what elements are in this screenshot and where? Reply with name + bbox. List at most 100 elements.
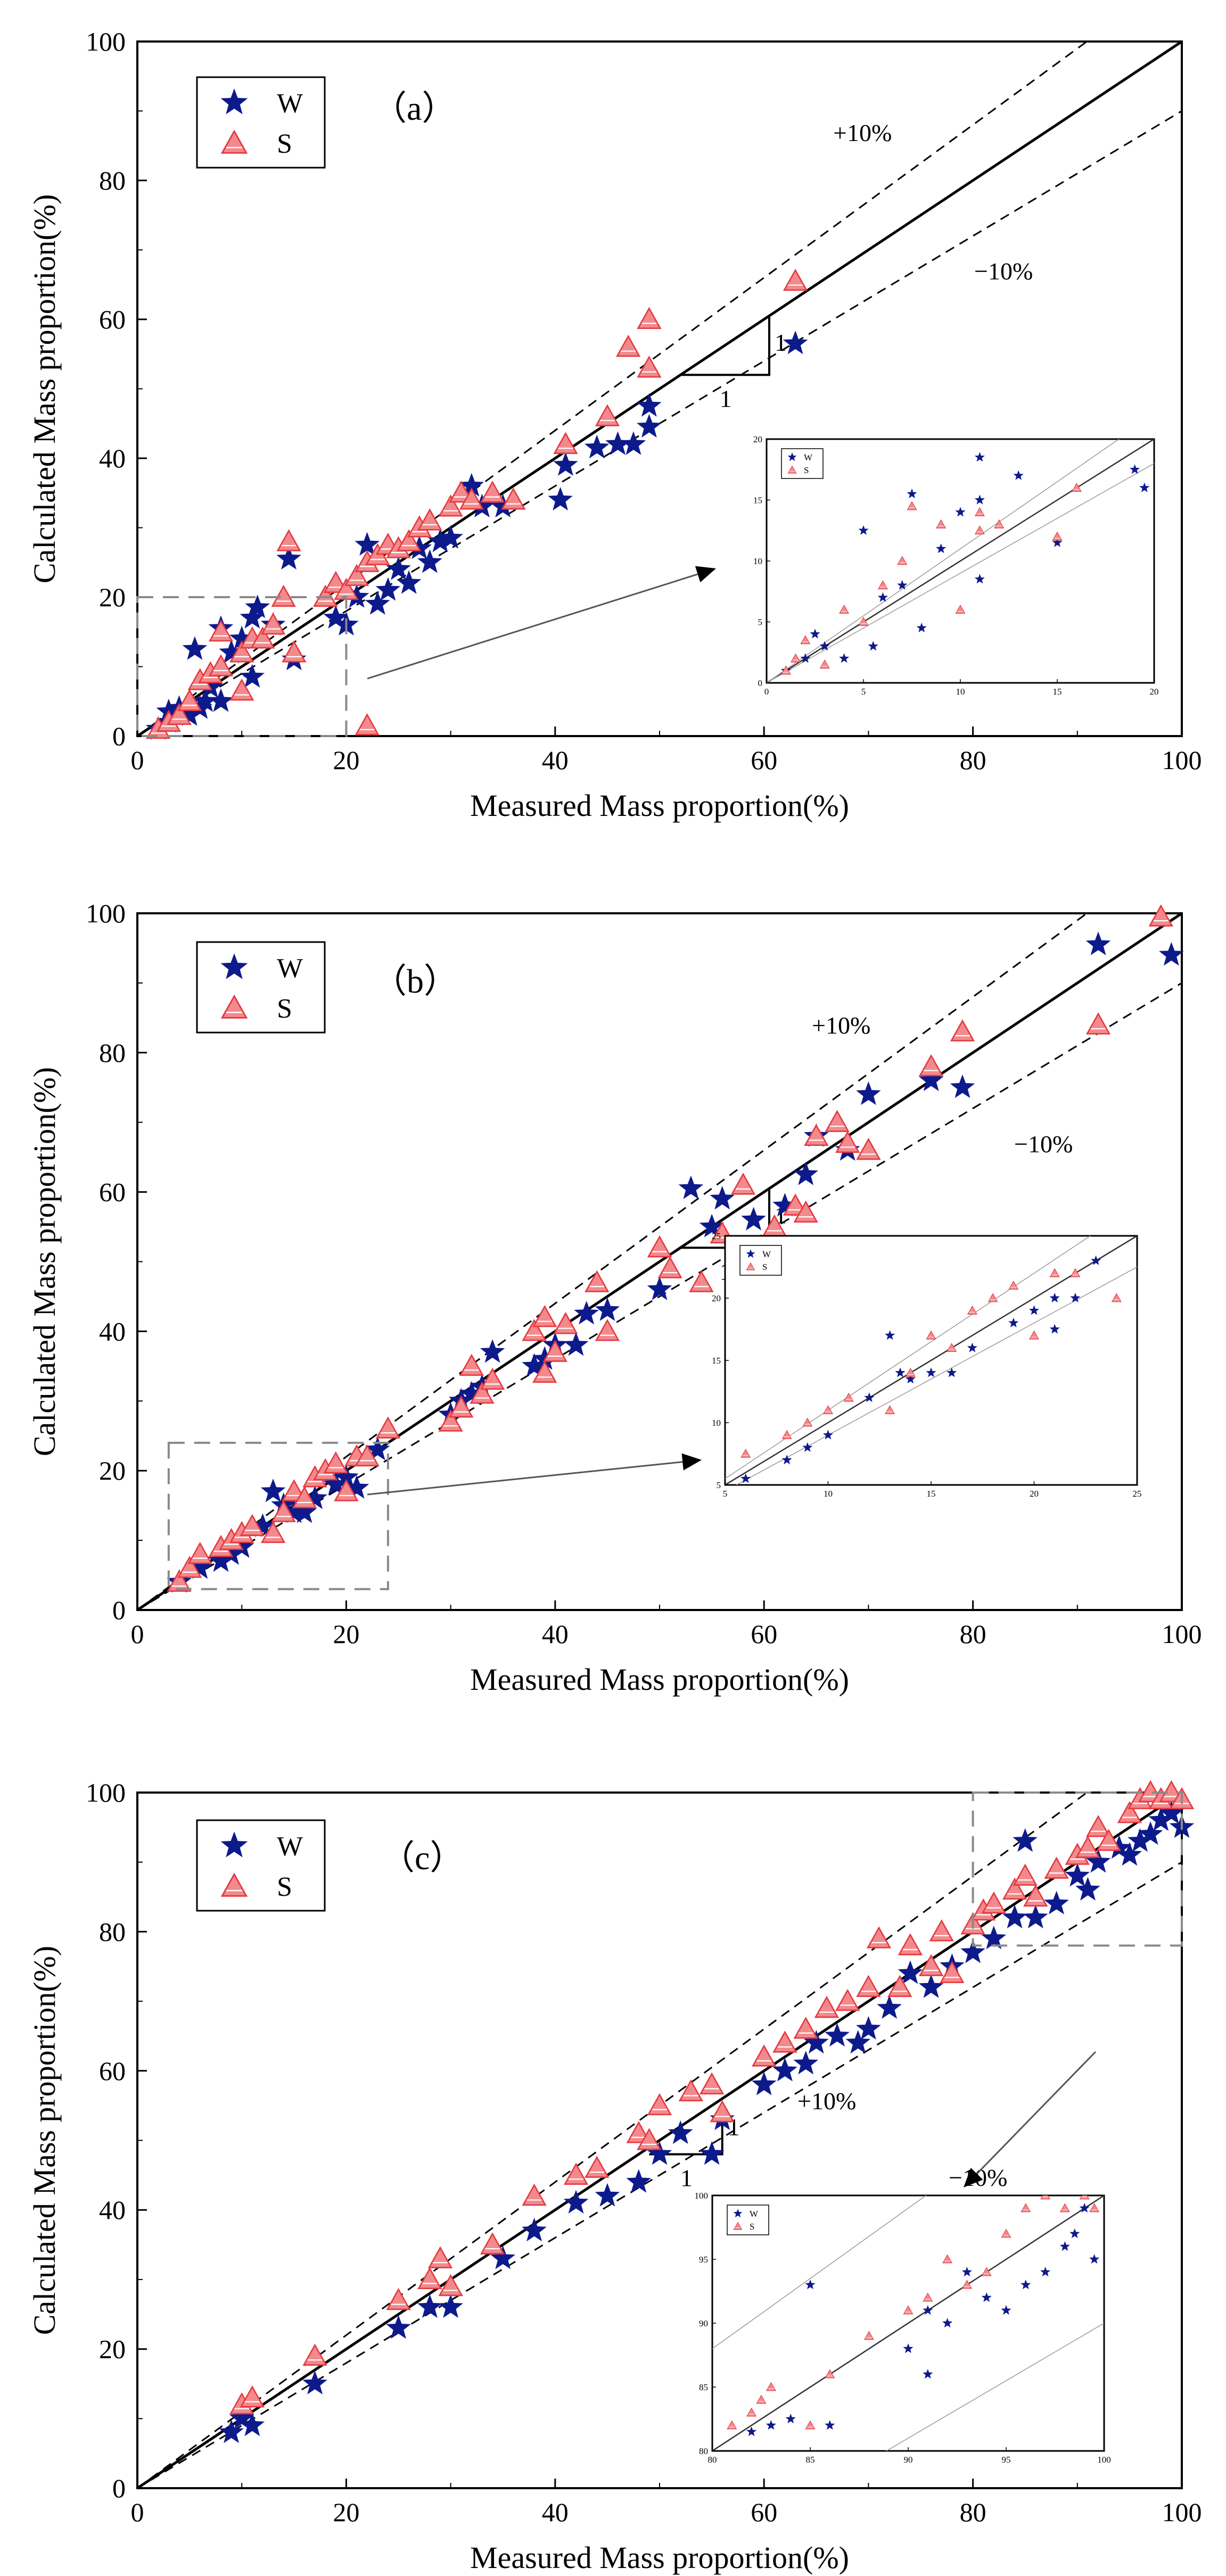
point-w — [981, 1925, 1007, 1950]
legend-label-s: S — [277, 994, 292, 1024]
point-w — [355, 532, 380, 556]
point-w — [386, 2315, 411, 2339]
point-w — [595, 2183, 620, 2207]
inset-legend-label-w: W — [804, 452, 813, 463]
point-s — [940, 1961, 965, 1983]
inset-point-s — [1049, 1268, 1060, 1277]
point-s — [595, 404, 620, 426]
plus-10-line — [137, 1791, 1088, 2489]
inset-plot-area — [725, 1236, 1137, 1485]
point-w — [323, 605, 349, 629]
inset-y-tick-label: 10 — [712, 1418, 721, 1428]
zoom-box — [972, 1791, 1183, 1947]
point-s — [438, 2274, 463, 2297]
inset-chart: 80 85 90 95 100 80 85 90 95 100 WS — [695, 2191, 1111, 2465]
inset-x-tick-label: 25 — [1133, 1489, 1142, 1499]
identity-line — [136, 1791, 1183, 2490]
point-s — [355, 713, 380, 736]
point-w — [522, 2217, 547, 2242]
point-s — [918, 1054, 944, 1077]
x-tick-label: 0 — [131, 1619, 144, 1649]
point-s — [647, 1235, 672, 1258]
inset-point-s — [863, 2331, 874, 2340]
inset-point-w — [1028, 1305, 1040, 1315]
inset-point-w — [885, 1330, 895, 1340]
point-s — [542, 1340, 567, 1362]
inset-x-tick-label: 100 — [1097, 2455, 1111, 2465]
inset-point-w — [961, 2266, 972, 2277]
point-s-shape — [981, 1891, 1006, 1914]
point-s-shape — [1085, 1815, 1111, 1837]
point-w — [783, 331, 808, 354]
y-tick-label: 0 — [112, 721, 126, 751]
point-s — [825, 1110, 850, 1132]
inset-point-s — [766, 2382, 776, 2391]
inset-point-s — [974, 507, 985, 516]
inset-point-s — [740, 1448, 751, 1458]
panel-label: （c） — [381, 1839, 464, 1877]
point-w — [825, 2022, 850, 2047]
y-tick-label: 80 — [99, 166, 126, 195]
inset-identity-line — [767, 439, 1154, 683]
inset-point-s — [805, 2420, 816, 2430]
point-w — [678, 1175, 704, 1199]
inset-point-w — [974, 494, 985, 505]
point-s — [375, 1416, 401, 1439]
inset-point-w — [1079, 2202, 1090, 2213]
inset-legend-label-s: S — [762, 1262, 767, 1272]
point-s — [1013, 1863, 1038, 1886]
inset-point-s — [942, 2254, 953, 2264]
identity-line — [136, 912, 1183, 1612]
point-w — [1065, 1863, 1090, 1887]
inset-point-s — [981, 2267, 992, 2276]
point-w — [417, 549, 442, 573]
inset-point-w — [942, 2317, 953, 2328]
point-s — [522, 1319, 547, 1341]
inset-legend-box — [727, 2205, 769, 2235]
point-s — [898, 1933, 923, 1955]
point-s-shape — [480, 2232, 505, 2255]
point-s — [1148, 904, 1173, 927]
legend-label-s: S — [277, 129, 292, 159]
inset-point-w — [746, 2426, 757, 2437]
point-s — [793, 2017, 818, 2039]
point-s — [282, 640, 307, 663]
point-s — [793, 1200, 818, 1223]
inset-y-tick-label: 80 — [699, 2446, 708, 2456]
point-s-shape — [323, 1451, 348, 1474]
legend-box — [196, 1819, 326, 1912]
point-s — [730, 1173, 756, 1195]
point-s-shape — [689, 1270, 714, 1292]
inset-point-w — [1091, 1255, 1101, 1265]
inset-y-tick-label: 15 — [753, 496, 762, 506]
legend-marker-w — [220, 88, 248, 114]
point-w — [563, 1332, 589, 1356]
point-s — [417, 2267, 442, 2290]
point-s — [615, 334, 641, 357]
inset-legend-marker-s — [746, 1262, 755, 1270]
inset-point-s — [923, 2292, 933, 2302]
point-s-shape — [355, 713, 380, 736]
point-s — [678, 2079, 704, 2102]
inset-legend-marker-s — [787, 465, 797, 474]
point-s — [1085, 1815, 1111, 1837]
point-s — [334, 1479, 359, 1501]
point-w — [637, 414, 662, 438]
x-tick-label: 0 — [131, 2497, 144, 2527]
inset-point-s — [1070, 1268, 1081, 1277]
legend-label-w: W — [277, 1831, 303, 1862]
point-w — [438, 525, 463, 549]
point-w — [585, 434, 610, 459]
point-s — [752, 2044, 777, 2067]
point-w — [950, 1074, 975, 1099]
inset-y-tick-label: 5 — [717, 1480, 721, 1490]
inset-y-tick-label: 20 — [712, 1293, 721, 1303]
inset-y-tick-label: 25 — [712, 1231, 721, 1241]
chart-panel-b: 0 20 40 60 80 100 0 20 40 60 80 100 Measured Mass pr… — [27, 898, 1202, 1697]
zoom-box — [136, 596, 348, 737]
point-w — [553, 452, 578, 476]
inset-point-s — [823, 1405, 833, 1415]
inset-point-s — [1021, 2203, 1031, 2212]
point-s — [637, 356, 662, 378]
